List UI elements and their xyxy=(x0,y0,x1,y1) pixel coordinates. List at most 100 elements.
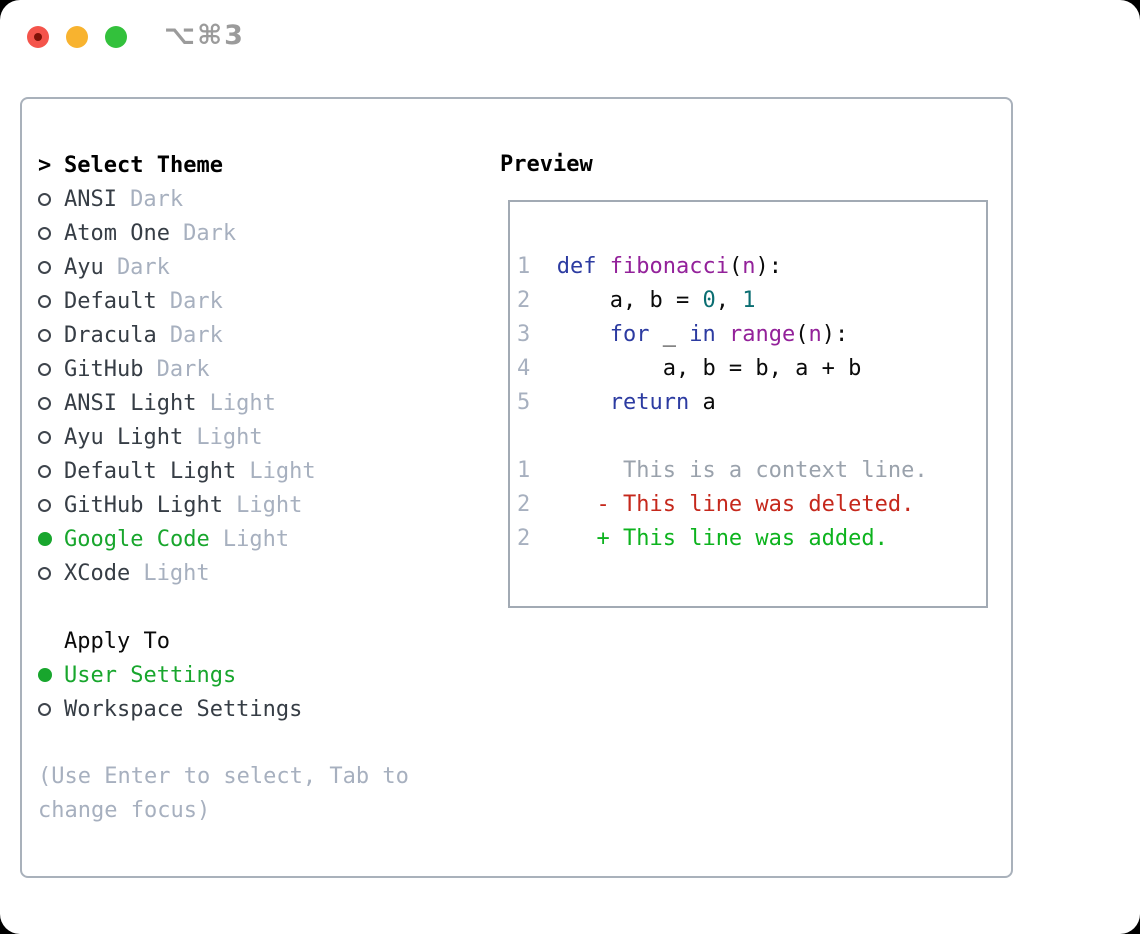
apply-to-title: Apply To xyxy=(64,628,170,654)
syntax-token: a xyxy=(689,390,716,415)
apply-option[interactable]: User Settings xyxy=(38,658,409,692)
code-line: 1 def fibonacci(n): xyxy=(517,250,986,284)
syntax-token: n xyxy=(808,322,822,347)
radio-icon xyxy=(38,430,64,444)
theme-name: Default xyxy=(64,288,157,314)
theme-options: ANSI Dark Atom One Dark Ayu Dark Default… xyxy=(38,182,409,590)
theme-option[interactable]: Ayu Light Light xyxy=(38,420,409,454)
theme-option[interactable]: Dracula Dark xyxy=(38,318,409,352)
radio-icon xyxy=(38,396,64,410)
select-theme-header: > Select Theme xyxy=(38,148,409,182)
syntax-token: 0 xyxy=(702,288,716,313)
window-title: ⌥⌘3 xyxy=(164,20,245,51)
radio-icon xyxy=(38,702,64,716)
syntax-token: a, b = b, a + b xyxy=(556,356,862,381)
select-theme-title: Select Theme xyxy=(64,152,223,178)
gap xyxy=(38,726,409,760)
syntax-token: ): xyxy=(755,254,782,279)
syntax-token: range xyxy=(728,322,796,347)
zoom-button[interactable] xyxy=(105,26,127,48)
theme-variant: Light xyxy=(236,492,303,518)
radio-icon xyxy=(38,362,64,376)
radio-icon xyxy=(38,260,64,274)
theme-picker-panel: > Select Theme ANSI Dark Atom One Dark A… xyxy=(20,97,1013,878)
theme-name: GitHub Light xyxy=(64,492,223,518)
theme-option[interactable]: GitHub Dark xyxy=(38,352,409,386)
theme-name: Atom One xyxy=(64,220,170,246)
theme-variant: Dark xyxy=(130,186,184,212)
theme-variant: Light xyxy=(143,560,210,586)
theme-option[interactable]: XCode Light xyxy=(38,556,409,590)
apply-option[interactable]: Workspace Settings xyxy=(38,692,409,726)
radio-icon xyxy=(38,532,64,546)
theme-list: > Select Theme ANSI Dark Atom One Dark A… xyxy=(38,148,409,828)
theme-option[interactable]: Default Light Light xyxy=(38,454,409,488)
radio-icon xyxy=(38,566,64,580)
theme-option[interactable]: Google Code Light xyxy=(38,522,409,556)
radio-icon xyxy=(38,328,64,342)
theme-name: Google Code xyxy=(64,526,210,552)
syntax-token: return xyxy=(609,390,690,415)
theme-name: Ayu Light xyxy=(64,424,184,450)
traffic-lights xyxy=(27,26,127,48)
syntax-token: - This line was deleted. xyxy=(596,492,915,517)
code-line: 2 a, b = 0, 1 xyxy=(517,284,986,318)
help-text-block: (Use Enter to select, Tab to change focus… xyxy=(38,760,409,828)
apply-options: User Settings Workspace Settings xyxy=(38,658,409,726)
radio-icon xyxy=(38,464,64,478)
syntax-token: in xyxy=(689,322,716,347)
code-line: 4 a, b = b, a + b xyxy=(517,352,986,386)
syntax-token: ( xyxy=(795,322,809,347)
syntax-token: 2 xyxy=(517,492,597,517)
syntax-token xyxy=(557,322,610,347)
theme-name: ANSI Light xyxy=(64,390,197,416)
theme-variant: Light xyxy=(209,390,276,416)
theme-name: ANSI xyxy=(64,186,117,212)
theme-option[interactable]: Default Dark xyxy=(38,284,409,318)
code-line: 3 for _ in range(n): xyxy=(517,318,986,352)
radio-icon xyxy=(38,192,64,206)
theme-variant: Dark xyxy=(169,288,223,314)
theme-name: Dracula xyxy=(64,322,157,348)
syntax-token: 2 xyxy=(517,288,557,313)
theme-option[interactable]: Atom One Dark xyxy=(38,216,409,250)
code-line: 2 - This line was deleted. xyxy=(517,488,986,522)
theme-name: Ayu xyxy=(64,254,104,280)
syntax-token: This is a context line. xyxy=(596,458,928,483)
syntax-token: n xyxy=(742,254,756,279)
theme-variant: Dark xyxy=(183,220,237,246)
theme-variant: Dark xyxy=(156,356,210,382)
syntax-token xyxy=(716,322,729,347)
syntax-token: 2 xyxy=(517,526,597,551)
apply-option-label: User Settings xyxy=(64,662,237,688)
help-text: change focus) xyxy=(38,798,211,823)
syntax-token: a, b = xyxy=(556,288,703,313)
minimize-button[interactable] xyxy=(66,26,88,48)
apply-to-header: Apply To xyxy=(38,624,409,658)
syntax-token: 3 xyxy=(517,322,557,347)
code-line: 5 return a xyxy=(517,386,986,420)
syntax-token: _ xyxy=(649,322,690,347)
radio-icon xyxy=(38,498,64,512)
theme-name: Default Light xyxy=(64,458,237,484)
code-line: 2 + This line was added. xyxy=(517,522,986,556)
syntax-token: ( xyxy=(728,254,743,279)
theme-option[interactable]: ANSI Dark xyxy=(38,182,409,216)
theme-option[interactable]: Ayu Dark xyxy=(38,250,409,284)
syntax-token: 4 xyxy=(517,356,557,381)
theme-option[interactable]: GitHub Light Light xyxy=(38,488,409,522)
theme-variant: Light xyxy=(196,424,263,450)
gap xyxy=(38,590,409,624)
theme-option[interactable]: ANSI Light Light xyxy=(38,386,409,420)
theme-variant: Light xyxy=(249,458,316,484)
code-line: 1 This is a context line. xyxy=(517,454,986,488)
syntax-token: + This line was added. xyxy=(596,526,888,551)
close-button[interactable] xyxy=(27,26,49,48)
syntax-token: def xyxy=(556,254,597,279)
syntax-token xyxy=(557,390,610,415)
syntax-token: fibonacci xyxy=(609,254,729,279)
syntax-token: 1 xyxy=(517,254,557,279)
